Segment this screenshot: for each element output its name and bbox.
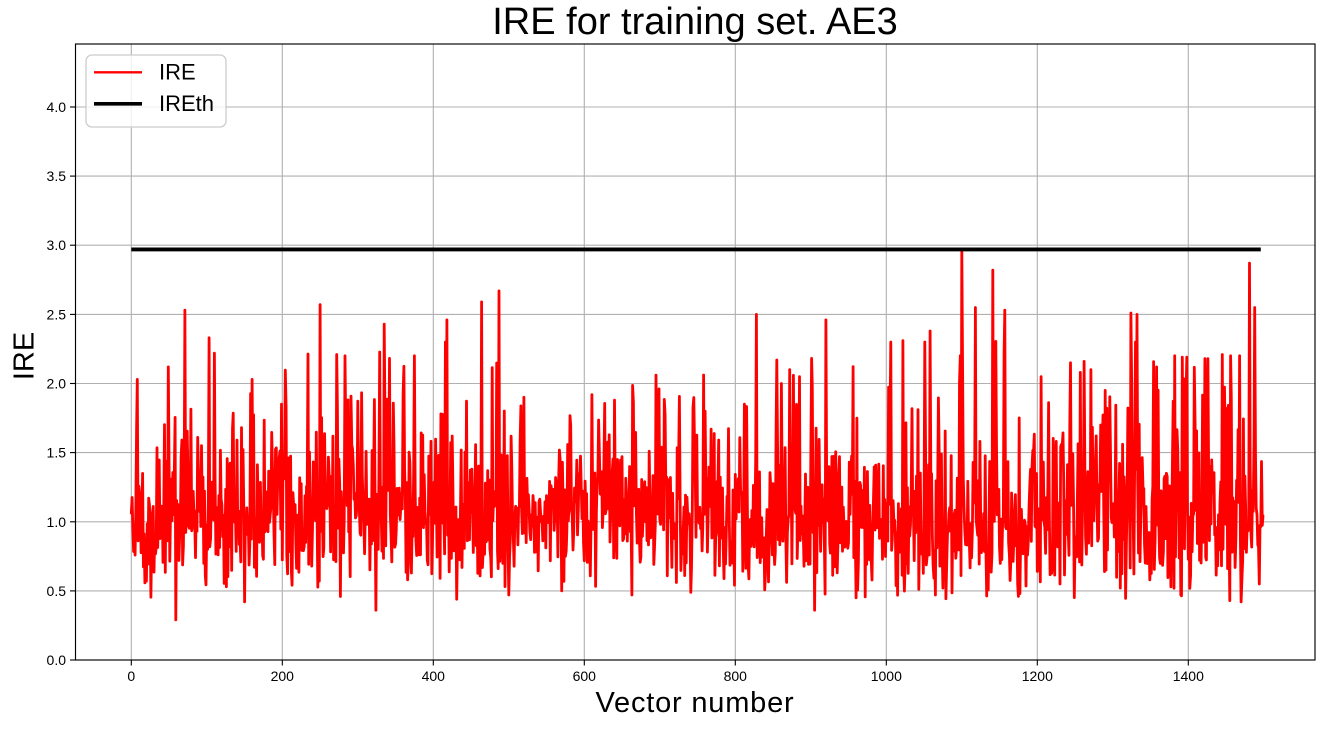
svg-text:2.5: 2.5	[47, 306, 67, 322]
svg-text:3.5: 3.5	[47, 168, 67, 184]
svg-text:2.0: 2.0	[47, 376, 67, 392]
svg-text:IRE: IRE	[159, 60, 196, 85]
svg-text:3.0: 3.0	[47, 237, 67, 253]
svg-text:Vector number: Vector number	[596, 687, 795, 719]
svg-text:4.0: 4.0	[47, 99, 67, 115]
svg-text:1400: 1400	[1173, 668, 1204, 684]
svg-text:600: 600	[573, 668, 597, 684]
svg-text:IRE for training set. AE3: IRE for training set. AE3	[492, 1, 898, 43]
svg-text:800: 800	[724, 668, 748, 684]
svg-text:1000: 1000	[871, 668, 902, 684]
svg-text:200: 200	[271, 668, 295, 684]
svg-text:0.0: 0.0	[47, 652, 67, 668]
svg-text:400: 400	[422, 668, 446, 684]
svg-text:IREth: IREth	[159, 91, 214, 116]
svg-text:1200: 1200	[1022, 668, 1053, 684]
svg-text:0.5: 0.5	[47, 583, 67, 599]
svg-text:1.0: 1.0	[47, 514, 67, 530]
svg-text:1.5: 1.5	[47, 445, 67, 461]
svg-text:0: 0	[127, 668, 135, 684]
svg-text:IRE: IRE	[9, 332, 41, 380]
